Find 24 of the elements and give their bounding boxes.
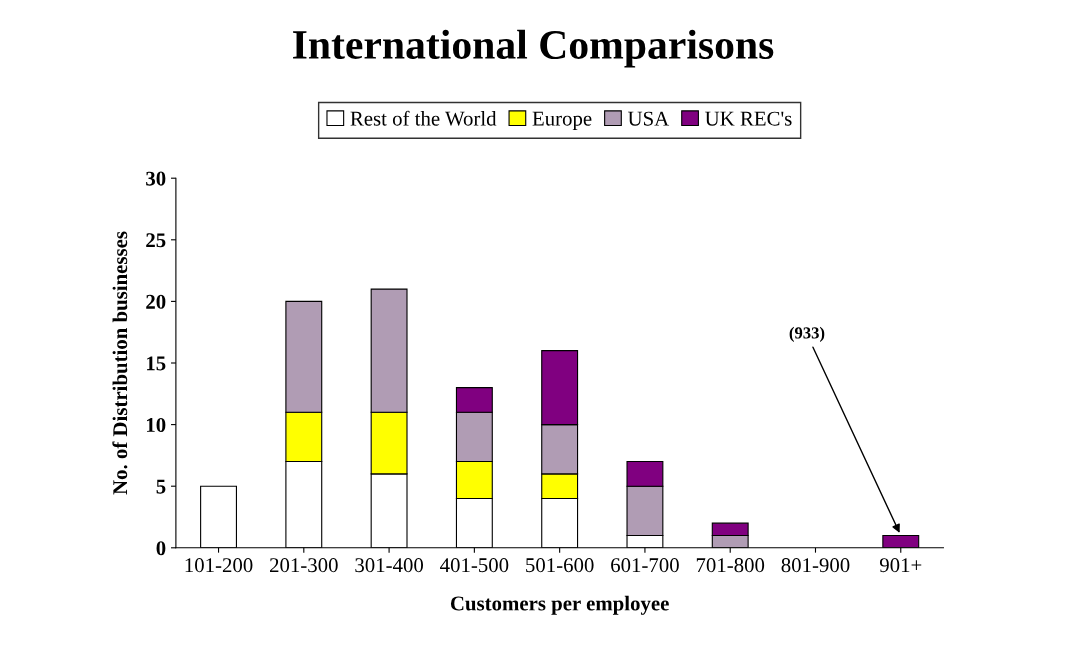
x-tick-label: 401-500	[440, 558, 509, 573]
x-tick-label: 601-700	[611, 558, 679, 573]
legend-label: Rest of the World	[350, 110, 497, 126]
x-axis-title: Customers per employee	[450, 595, 669, 615]
y-tick-label: 25	[146, 233, 166, 248]
x-tick-label: 301-400	[355, 558, 424, 573]
x-tick-label: 701-800	[696, 558, 765, 573]
x-tick-label: 501-600	[526, 558, 594, 573]
y-tick-label: 10	[147, 417, 166, 433]
y-tick-label: 0	[156, 541, 166, 556]
chart-title: International Comparisons	[293, 29, 774, 68]
x-tick-label: 101-200	[185, 558, 253, 573]
legend-label: Europe	[532, 111, 592, 130]
y-tick-label: 5	[156, 479, 166, 494]
y-tick-label: 15	[147, 356, 166, 371]
y-tick-label: 30	[146, 171, 166, 186]
legend-label: USA	[627, 111, 670, 126]
x-tick-label: 801-900	[781, 558, 850, 573]
x-tick-label: 901+	[879, 558, 922, 573]
y-tick-label: 20	[146, 294, 166, 309]
x-tick-label: 201-300	[270, 558, 338, 573]
legend-label: UK REC's	[705, 111, 792, 126]
annotation: (933)	[789, 326, 825, 342]
y-axis-title: No. of Distribution businesses	[112, 231, 128, 495]
